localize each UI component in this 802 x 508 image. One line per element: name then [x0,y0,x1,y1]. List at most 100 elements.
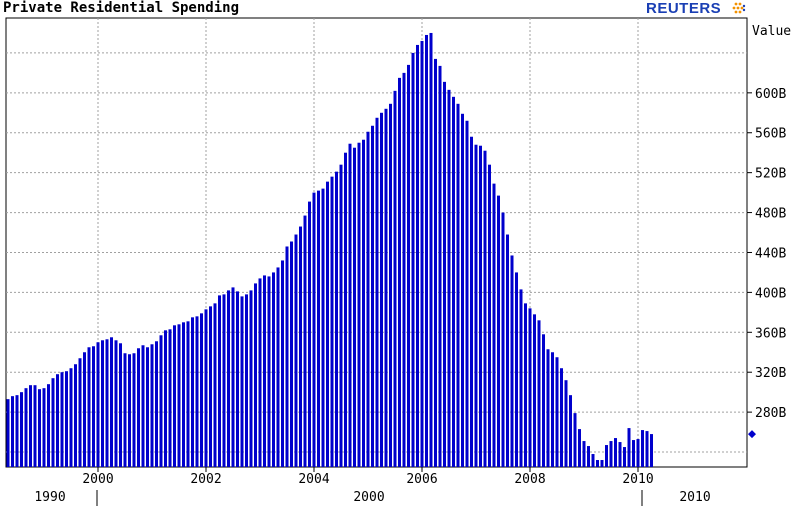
bar [492,183,496,467]
bar [636,439,640,467]
bar [123,353,127,467]
bar [555,357,559,467]
y-tick-label: 400B [755,286,786,301]
bar [434,58,437,468]
bar [533,314,536,467]
bar [614,438,617,467]
bar [191,317,194,467]
bar [465,120,469,467]
bar [452,96,455,467]
y-axis: 280B 320B 360B 400B 440B 480B 520B 560B 600B [747,87,786,421]
x-tick-label: 2002 [190,472,221,487]
bar [447,89,451,467]
x-tick-label: 2000 [82,472,113,487]
bar [609,441,613,467]
bar [186,321,190,467]
y-tick-label: 480B [755,207,786,222]
bar [542,334,545,467]
bar [78,358,82,467]
bar [222,294,226,467]
decade-label: 2010 [679,490,710,505]
bar [380,112,383,468]
bar [443,81,446,467]
bar [159,335,163,467]
bar [420,40,424,468]
bar [240,296,244,467]
bar [294,234,298,467]
bar [312,192,316,467]
bar [173,325,176,467]
bar [339,164,343,467]
x-tick-label: 2006 [406,472,437,487]
bar [416,44,419,467]
bar [632,440,635,467]
bar [308,201,311,467]
decade-label: 1990 [34,490,65,505]
bar [578,429,581,467]
bar [218,295,221,467]
bar [650,434,653,467]
bar [137,348,140,467]
bar [564,380,568,467]
bar [276,267,280,467]
bar [366,131,370,467]
bar [573,413,577,467]
bar [528,308,532,467]
bar [128,354,131,467]
bar [164,330,167,467]
bar [29,385,32,467]
x-tick-label: 2004 [298,472,329,487]
bar [96,342,100,467]
bar [51,378,55,467]
bar [267,276,271,467]
bar [114,340,118,467]
bar [141,345,145,467]
bar [150,344,154,467]
bar [474,144,478,467]
bar [506,234,509,467]
bar [461,113,464,467]
bar [645,431,649,467]
bar [200,313,203,467]
last-value-marker [748,430,756,439]
y-axis-title: Value [752,24,791,39]
bar [560,368,563,467]
bar [15,395,19,467]
bar [105,339,109,467]
bar [596,460,599,467]
bar-series [6,32,653,468]
last-value-diamond [748,430,756,439]
bar [87,347,91,467]
bar [362,139,365,467]
bar [56,374,59,467]
bar [146,347,149,467]
bar [281,260,284,467]
bar [83,352,86,467]
bar [375,117,379,468]
bar [456,103,460,467]
bar [155,341,158,467]
bar [258,278,262,467]
bar [182,322,185,467]
bar [24,388,28,467]
reuters-globe-icon [732,2,746,14]
bar [353,147,356,467]
decade-label: 2000 [353,490,384,505]
bar [263,275,266,467]
bar [101,340,104,467]
bar [470,136,473,468]
bar [483,150,487,467]
bar [249,290,253,467]
bar [236,291,239,467]
y-tick-label: 360B [755,326,786,341]
bar [42,388,46,467]
bar [209,306,212,467]
bar [330,176,334,467]
y-tick-label: 560B [755,127,786,142]
bar [389,103,392,467]
bar [384,108,388,467]
bar [438,65,442,467]
bar [582,441,586,467]
bar [479,145,482,467]
